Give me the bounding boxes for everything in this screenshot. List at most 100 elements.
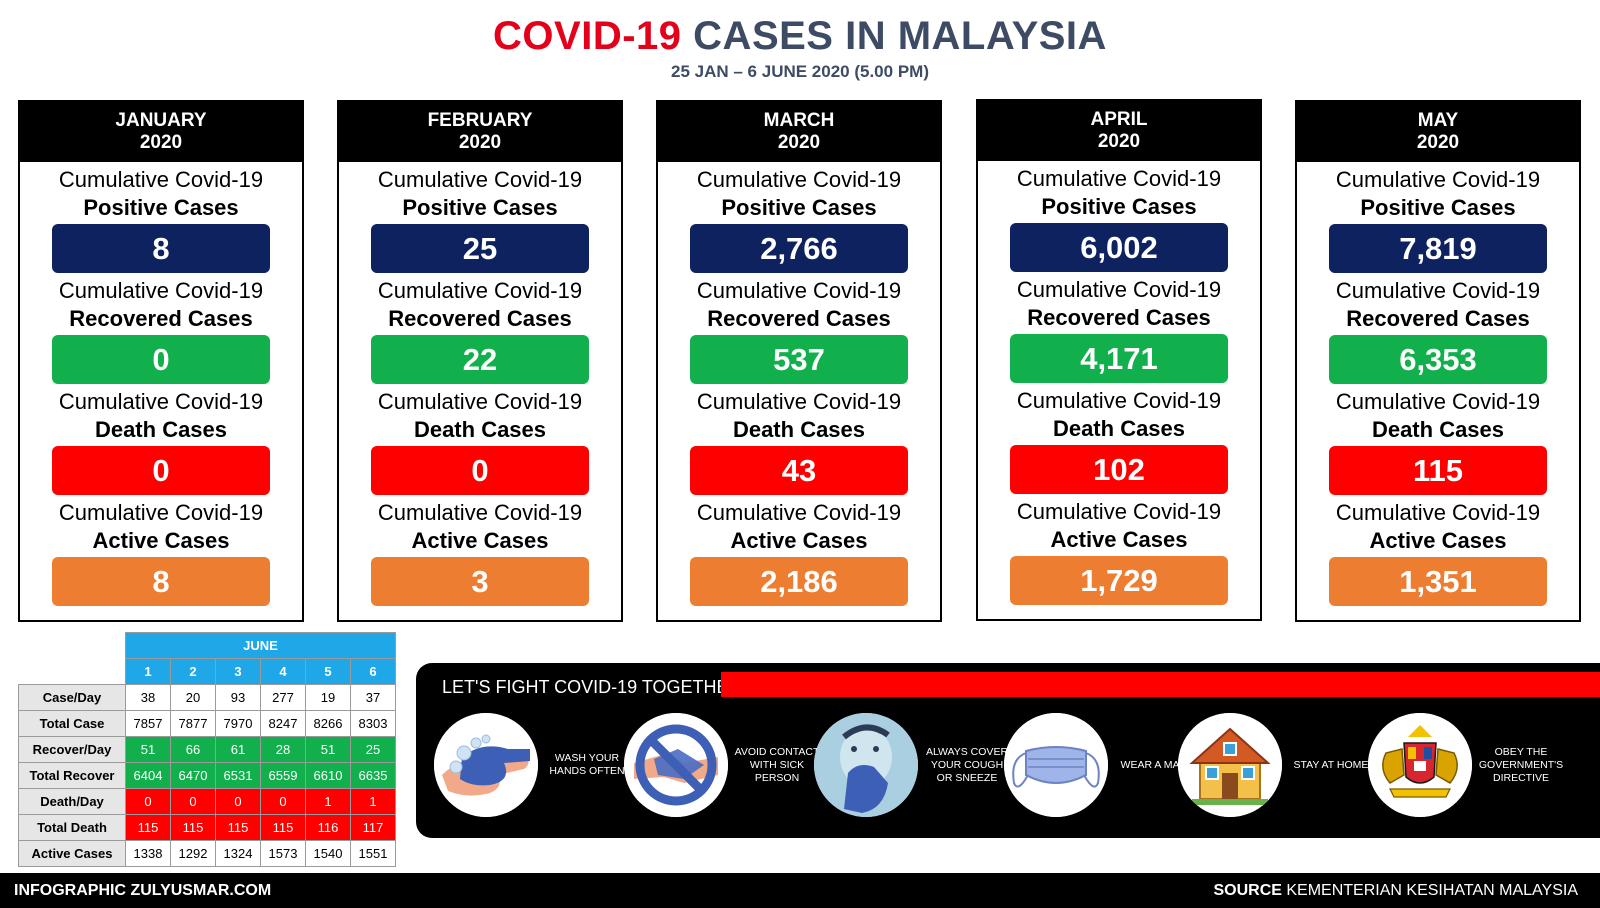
table-cell: 1573 xyxy=(260,840,306,867)
table-cell: 6610 xyxy=(305,762,351,789)
table-corner xyxy=(18,632,126,659)
label-prefix: Cumulative Covid-19 xyxy=(58,389,264,414)
label-prefix: Cumulative Covid-19 xyxy=(696,500,902,525)
label-prefix: Cumulative Covid-19 xyxy=(58,278,264,303)
table-cell: 115 xyxy=(215,814,261,841)
title-part-navy: CASES IN MALAYSIA xyxy=(693,14,1107,58)
positive-label: Cumulative Covid-19 Positive Cases xyxy=(658,166,940,222)
month-name: MARCH xyxy=(763,110,835,131)
month-header: JANUARY 2020 xyxy=(20,102,302,162)
positive-value: 2,766 xyxy=(690,224,908,273)
table-cell: 117 xyxy=(350,814,396,841)
table-row-death-day: Death/Day 0 0 0 0 1 1 xyxy=(18,788,396,815)
positive-value: 8 xyxy=(52,224,270,273)
row-label: Recover/Day xyxy=(18,736,126,763)
footer-bar: INFOGRAPHIC ZULYUSMAR.COM SOURCE KEMENTE… xyxy=(0,873,1600,908)
recovered-label: Cumulative Covid-19 Recovered Cases xyxy=(1297,277,1579,333)
table-cell: 115 xyxy=(125,814,171,841)
recovered-value: 4,171 xyxy=(1010,334,1228,383)
table-cell: 115 xyxy=(260,814,306,841)
active-value: 2,186 xyxy=(690,557,908,606)
table-row-total-recover: Total Recover 6404 6470 6531 6559 6610 6… xyxy=(18,762,396,789)
day-header-row: 1 2 3 4 5 6 xyxy=(18,658,396,685)
page-subtitle: 25 JAN – 6 JUNE 2020 (5.00 PM) xyxy=(671,62,929,81)
label-prefix: Cumulative Covid-19 xyxy=(1016,166,1222,191)
label-recovered: Recovered Cases xyxy=(69,306,253,331)
table-cell: 19 xyxy=(305,684,351,711)
month-card-april: APRIL 2020 Cumulative Covid-19 Positive C… xyxy=(976,99,1262,621)
label-prefix: Cumulative Covid-19 xyxy=(696,167,902,192)
tip-caption: AVOID CONTACT WITH SICK PERSON xyxy=(734,745,820,784)
label-active: Active Cases xyxy=(1369,528,1507,553)
label-active: Active Cases xyxy=(730,528,868,553)
table-cell: 7970 xyxy=(215,710,261,737)
month-year: 2020 xyxy=(777,132,821,153)
label-active: Active Cases xyxy=(411,528,549,553)
death-value: 102 xyxy=(1010,445,1228,494)
banner-title: LET'S FIGHT COVID-19 TOGETHER xyxy=(442,677,742,697)
label-death: Death Cases xyxy=(413,417,547,442)
table-cell: 1 xyxy=(305,788,351,815)
label-death: Death Cases xyxy=(1371,417,1505,442)
day-header: 6 xyxy=(350,658,396,685)
label-death: Death Cases xyxy=(94,417,228,442)
table-row-recover-day: Recover/Day 51 66 61 28 51 25 xyxy=(18,736,396,763)
table-cell: 0 xyxy=(215,788,261,815)
label-positive: Positive Cases xyxy=(721,195,877,220)
month-year: 2020 xyxy=(139,132,183,153)
month-card-march: MARCH 2020 Cumulative Covid-19 Positive C… xyxy=(656,100,942,622)
label-prefix: Cumulative Covid-19 xyxy=(1016,277,1222,302)
table-cell: 38 xyxy=(125,684,171,711)
table-cell: 51 xyxy=(305,736,351,763)
month-header: MARCH 2020 xyxy=(658,102,940,162)
label-prefix: Cumulative Covid-19 xyxy=(377,167,583,192)
june-header: JUNE xyxy=(125,632,396,659)
label-prefix: Cumulative Covid-19 xyxy=(696,278,902,303)
source-label: SOURCE xyxy=(1213,882,1282,899)
house-icon xyxy=(1178,713,1282,817)
label-active: Active Cases xyxy=(1050,527,1188,552)
table-cell: 8266 xyxy=(305,710,351,737)
prevention-banner: LET'S FIGHT COVID-19 TOGETHER WASH YOUR … xyxy=(416,663,1600,838)
active-value: 3 xyxy=(371,557,589,606)
table-cell: 61 xyxy=(215,736,261,763)
death-label: Cumulative Covid-19 Death Cases xyxy=(1297,388,1579,444)
label-prefix: Cumulative Covid-19 xyxy=(696,389,902,414)
table-corner xyxy=(18,658,126,685)
page-title: COVID-19 CASES IN MALAYSIA xyxy=(0,14,1600,59)
positive-value: 6,002 xyxy=(1010,223,1228,272)
table-cell: 1292 xyxy=(170,840,216,867)
month-year: 2020 xyxy=(1097,131,1141,152)
label-recovered: Recovered Cases xyxy=(707,306,891,331)
footer-source: SOURCE KEMENTERIAN KESIHATAN MALAYSIA xyxy=(1213,873,1578,908)
month-header: FEBRUARY 2020 xyxy=(339,102,621,162)
death-value: 43 xyxy=(690,446,908,495)
table-cell: 1 xyxy=(350,788,396,815)
label-positive: Positive Cases xyxy=(402,195,558,220)
tip-caption: STAY AT HOME xyxy=(1293,758,1369,771)
active-label: Cumulative Covid-19 Active Cases xyxy=(658,499,940,555)
table-cell: 7857 xyxy=(125,710,171,737)
day-header: 4 xyxy=(260,658,306,685)
face-mask-icon xyxy=(1004,713,1108,817)
month-name: JANUARY xyxy=(115,110,207,131)
day-header: 1 xyxy=(125,658,171,685)
positive-label: Cumulative Covid-19 Positive Cases xyxy=(1297,166,1579,222)
table-cell: 8247 xyxy=(260,710,306,737)
label-positive: Positive Cases xyxy=(1041,194,1197,219)
label-recovered: Recovered Cases xyxy=(1027,305,1211,330)
recovered-label: Cumulative Covid-19 Recovered Cases xyxy=(339,277,621,333)
table-cell: 116 xyxy=(305,814,351,841)
month-name: MAY xyxy=(1417,110,1459,131)
active-label: Cumulative Covid-19 Active Cases xyxy=(20,499,302,555)
table-cell: 7877 xyxy=(170,710,216,737)
day-header: 5 xyxy=(305,658,351,685)
table-cell: 115 xyxy=(170,814,216,841)
row-label: Total Case xyxy=(18,710,126,737)
table-cell: 1551 xyxy=(350,840,396,867)
death-label: Cumulative Covid-19 Death Cases xyxy=(978,387,1260,443)
table-cell: 66 xyxy=(170,736,216,763)
table-row-case-day: Case/Day 38 20 93 277 19 37 xyxy=(18,684,396,711)
table-cell: 20 xyxy=(170,684,216,711)
month-name: FEBRUARY xyxy=(427,110,533,131)
